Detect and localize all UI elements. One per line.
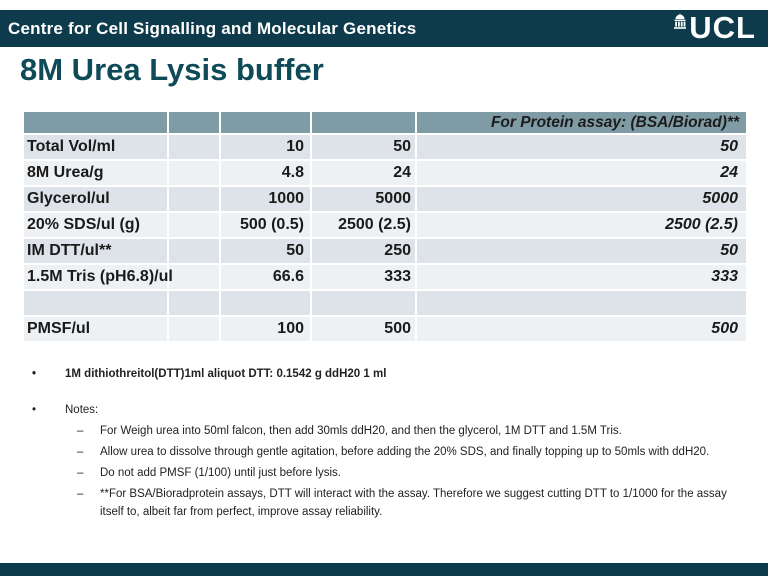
notes-heading: Notes:: [65, 404, 99, 416]
assay-value-cell: 24: [415, 159, 748, 187]
note-item-text: For Weigh urea into 50ml falcon, then ad…: [100, 425, 622, 437]
ucl-dome-icon: [673, 13, 687, 34]
row-label-cell: 1.5M Tris (pH6.8)/ul: [22, 263, 173, 291]
row-label-cell: 20% SDS/ul (g): [22, 211, 169, 239]
note-item-text: Do not add PMSF (1/100) until just befor…: [100, 467, 341, 479]
assay-value-cell: 2500 (2.5): [415, 211, 748, 239]
assay-value-cell: 333: [415, 263, 748, 291]
note-item: – Do not add PMSF (1/100) until just bef…: [77, 464, 744, 482]
value-cell: 1000: [219, 185, 312, 213]
row-label-cell: 8M Urea/g: [22, 159, 169, 187]
spacer-cell: [167, 185, 221, 213]
value-cell: 24: [310, 159, 417, 187]
note-item-text: Allow urea to dissolve through gentle ag…: [100, 446, 710, 458]
value-cell: 66.6: [219, 263, 312, 291]
value-cell: 500 (0.5): [219, 211, 312, 239]
dash-icon: –: [77, 446, 84, 458]
value-cell: 10: [219, 133, 312, 161]
row-label-cell: [22, 289, 169, 317]
value-cell: 250: [310, 237, 417, 265]
assay-value-cell: 50: [415, 237, 748, 265]
value-cell: [219, 289, 312, 317]
table-row: PMSF/ul 100 500 500: [22, 315, 748, 343]
table-row: Glycerol/ul 1000 5000 5000: [22, 185, 748, 213]
bullet-icon: •: [32, 368, 37, 380]
buffer-table: For Protein assay: (BSA/Biorad)** Total …: [22, 110, 748, 343]
assay-value-cell: 500: [415, 315, 748, 343]
note-item: – **For BSA/Bioradprotein assays, DTT wi…: [77, 485, 744, 521]
dash-icon: –: [77, 467, 84, 479]
spacer-cell: [167, 237, 221, 265]
header-empty-cell: [310, 110, 417, 135]
spacer-cell: [167, 289, 221, 317]
header-empty-cell: [167, 110, 221, 135]
spacer-cell: [167, 159, 221, 187]
assay-value-cell: [415, 289, 748, 317]
note-item: – For Weigh urea into 50ml falcon, then …: [77, 422, 744, 440]
row-label-cell: Total Vol/ml: [22, 133, 169, 161]
note-item: – Allow urea to dissolve through gentle …: [77, 443, 744, 461]
value-cell: 500: [310, 315, 417, 343]
row-label-cell: IM DTT/ul**: [22, 237, 169, 265]
value-cell: 100: [219, 315, 312, 343]
row-label-cell: PMSF/ul: [22, 315, 169, 343]
dash-icon: –: [77, 425, 84, 437]
table-row: 1.5M Tris (pH6.8)/ul 66.6 333 333: [22, 263, 748, 291]
header-protein-assay: For Protein assay: (BSA/Biorad)**: [415, 110, 748, 135]
bullet-icon: •: [32, 404, 37, 416]
value-cell: 5000: [310, 185, 417, 213]
table-row: IM DTT/ul** 50 250 50: [22, 237, 748, 265]
table-header-row: For Protein assay: (BSA/Biorad)**: [22, 110, 748, 135]
table-row-blank: [22, 289, 748, 317]
table-row: Total Vol/ml 10 50 50: [22, 133, 748, 161]
row-label-cell: Glycerol/ul: [22, 185, 169, 213]
value-cell: 4.8: [219, 159, 312, 187]
value-cell: 2500 (2.5): [310, 211, 417, 239]
table-row: 8M Urea/g 4.8 24 24: [22, 159, 748, 187]
spacer-cell: [167, 315, 221, 343]
note-item-text: **For BSA/Bioradprotein assays, DTT will…: [100, 488, 727, 518]
value-cell: 50: [219, 237, 312, 265]
ucl-logo-text: UCL: [689, 10, 756, 45]
bottom-bar: [0, 563, 768, 576]
notes-section: • 1M dithiothreitol(DTT)1ml aliquot DTT:…: [32, 365, 744, 521]
table-row: 20% SDS/ul (g) 500 (0.5) 2500 (2.5) 2500…: [22, 211, 748, 239]
aliquot-note-text: 1M dithiothreitol(DTT)1ml aliquot DTT: 0…: [65, 368, 387, 380]
value-cell: [310, 289, 417, 317]
top-banner: Centre for Cell Signalling and Molecular…: [0, 10, 768, 47]
ucl-logo: UCL: [673, 11, 756, 45]
spacer-cell: [167, 133, 221, 161]
header-empty-cell: [219, 110, 312, 135]
assay-value-cell: 5000: [415, 185, 748, 213]
value-cell: 50: [310, 133, 417, 161]
assay-value-cell: 50: [415, 133, 748, 161]
header-empty-cell: [22, 110, 169, 135]
value-cell: 333: [310, 263, 417, 291]
aliquot-note: • 1M dithiothreitol(DTT)1ml aliquot DTT:…: [32, 365, 744, 383]
banner-title: Centre for Cell Signalling and Molecular…: [8, 18, 417, 38]
dash-icon: –: [77, 488, 84, 500]
page-title: 8M Urea Lysis buffer: [20, 52, 324, 87]
spacer-cell: [167, 263, 221, 291]
spacer-cell: [167, 211, 221, 239]
notes-heading-row: • Notes:: [32, 401, 744, 419]
